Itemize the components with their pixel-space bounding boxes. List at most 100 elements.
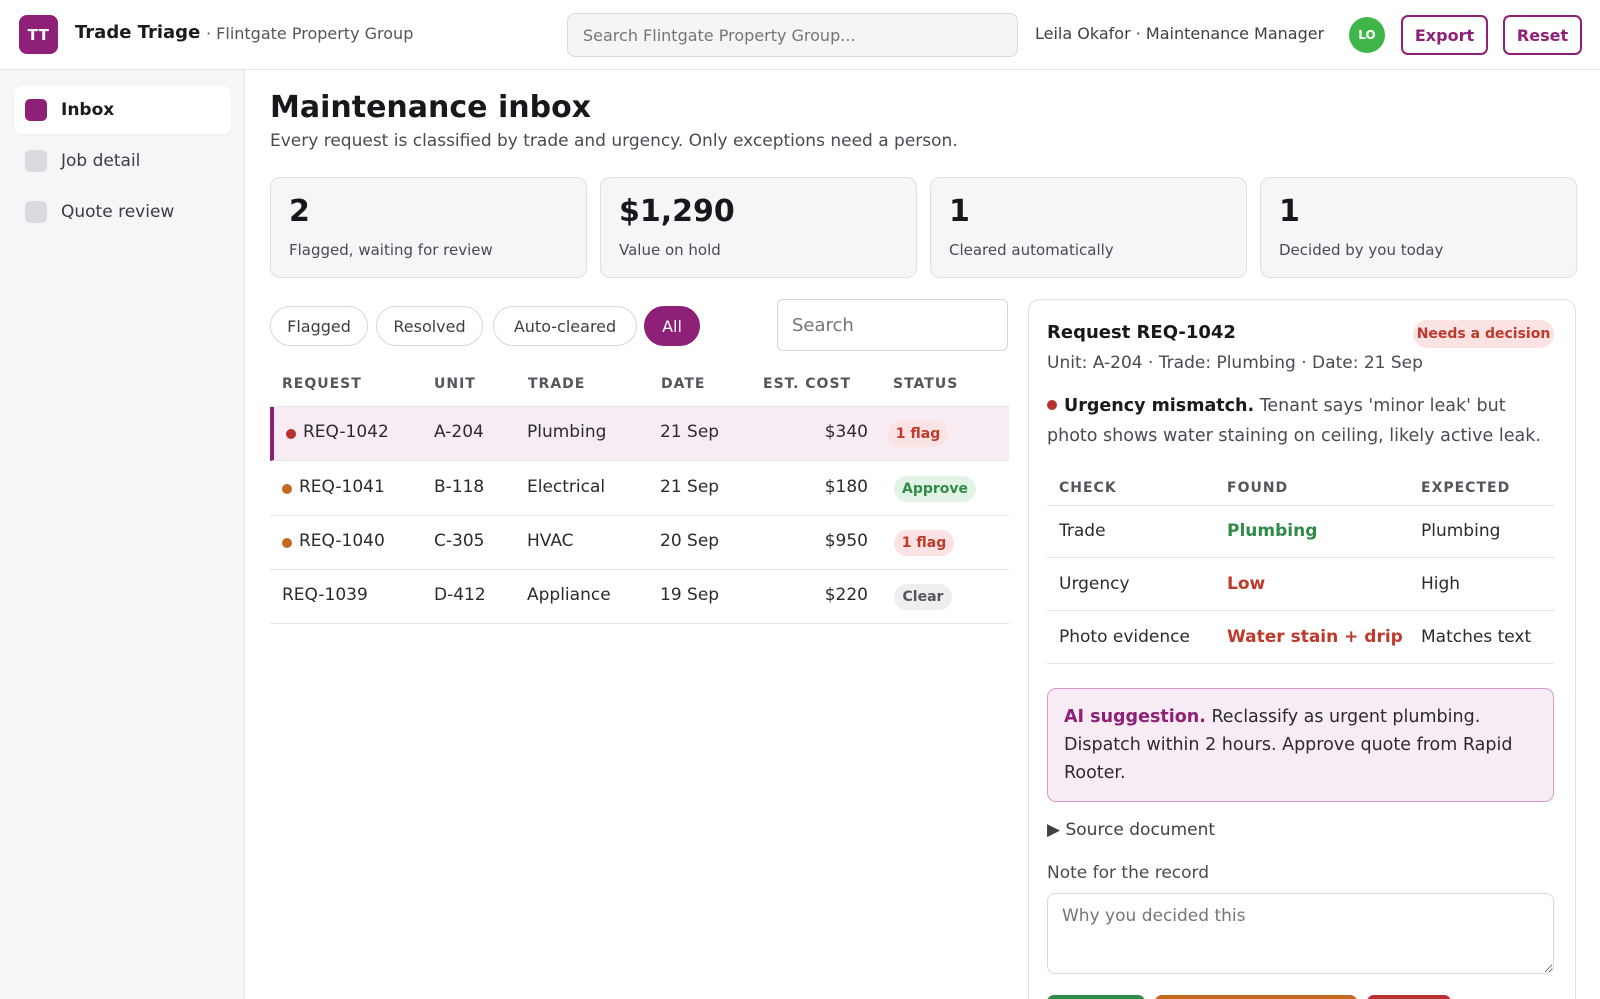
column-header-trade[interactable]: TRADE	[528, 376, 586, 392]
detail-meta: Unit: A-204 · Trade: Plumbing · Date: 21…	[1047, 353, 1423, 373]
stat-value: 2	[289, 194, 310, 229]
status-badge: 1 flag	[888, 421, 948, 447]
cell-trade: Appliance	[527, 585, 611, 605]
cell-trade: HVAC	[527, 531, 574, 551]
source-document-toggle[interactable]: ▶ Source document	[1047, 820, 1216, 840]
cell-date: 21 Sep	[660, 477, 720, 497]
table-row[interactable]: REQ-1040 C-305 HVAC 20 Sep $950 1 flag	[270, 516, 1009, 570]
status-badge: 1 flag	[894, 530, 954, 556]
app-logo[interactable]: TT	[19, 15, 58, 54]
stat-label: Decided by you today	[1279, 241, 1444, 259]
cell-request: REQ-1041	[299, 477, 385, 497]
check-row: Urgency Low High	[1047, 559, 1554, 611]
table-row[interactable]: REQ-1041 B-118 Electrical 21 Sep $180 Ap…	[270, 462, 1009, 516]
status-badge: Clear	[894, 584, 952, 610]
cell-date: 20 Sep	[660, 531, 720, 551]
ai-suggestion-text: Reclassify as urgent plumbing. Dispatch …	[1064, 707, 1513, 783]
cell-request: REQ-1040	[299, 531, 385, 551]
check-expected: High	[1421, 574, 1461, 594]
org-name: · Flintgate Property Group	[206, 24, 414, 43]
global-search-input[interactable]	[567, 13, 1018, 57]
check-name: Photo evidence	[1059, 627, 1190, 647]
alert-dot-icon	[1047, 400, 1057, 410]
stat-value: 1	[949, 194, 970, 229]
export-button[interactable]: Export	[1401, 15, 1488, 55]
check-row: Trade Plumbing Plumbing	[1047, 506, 1554, 558]
app-name: Trade Triage	[75, 22, 201, 43]
stat-value: 1	[1279, 194, 1300, 229]
sidebar-item-label: Quote review	[61, 202, 175, 222]
reclassify-action-button[interactable]	[1155, 995, 1357, 999]
column-header-status[interactable]: STATUS	[893, 376, 959, 392]
check-name: Urgency	[1059, 574, 1130, 594]
cell-request: REQ-1039	[282, 585, 368, 605]
check-expected: Plumbing	[1421, 521, 1501, 541]
status-badge: Needs a decision	[1413, 320, 1554, 348]
cell-unit: B-118	[434, 477, 485, 497]
column-header-request[interactable]: REQUEST	[282, 376, 362, 392]
approve-action-button[interactable]	[1047, 995, 1145, 999]
ai-suggestion-box: AI suggestion. Reclassify as urgent plum…	[1047, 688, 1554, 802]
status-badge: Approve	[894, 476, 976, 502]
status-dot	[286, 429, 296, 439]
column-header-est-cost[interactable]: EST. COST	[763, 376, 852, 392]
cell-unit: A-204	[434, 422, 484, 442]
column-header-date[interactable]: DATE	[661, 376, 706, 392]
filter-chip-all[interactable]: All	[644, 306, 700, 346]
stat-label: Cleared automatically	[949, 241, 1114, 259]
stat-card-cleared[interactable]: 1 Cleared automatically	[930, 177, 1247, 278]
cell-cost: $180	[824, 477, 868, 497]
reset-button[interactable]: Reset	[1503, 15, 1582, 55]
stat-value: $1,290	[619, 194, 735, 229]
stat-label: Flagged, waiting for review	[289, 241, 493, 259]
cell-cost: $340	[824, 422, 868, 442]
sidebar: Inbox Job detail Quote review	[0, 70, 245, 999]
cell-date: 21 Sep	[660, 422, 720, 442]
sidebar-item-inbox[interactable]: Inbox	[14, 86, 231, 134]
stat-card-flagged[interactable]: 2 Flagged, waiting for review	[270, 177, 587, 278]
filter-chip-auto-cleared[interactable]: Auto-cleared	[493, 306, 637, 346]
top-bar: TT Trade Triage · Flintgate Property Gro…	[0, 0, 1600, 70]
table-row[interactable]: REQ-1039 D-412 Appliance 19 Sep $220 Cle…	[270, 570, 1009, 624]
request-detail-panel: Request REQ-1042 Needs a decision Unit: …	[1028, 299, 1576, 999]
inbox-icon	[25, 99, 47, 121]
stat-card-value-on-hold[interactable]: $1,290 Value on hold	[600, 177, 917, 278]
alert-title: Urgency mismatch.	[1064, 396, 1255, 416]
check-row: Photo evidence Water stain + drip Matche…	[1047, 612, 1554, 664]
avatar[interactable]: LO	[1349, 17, 1385, 53]
sidebar-item-job-detail[interactable]: Job detail	[14, 137, 231, 185]
filter-chip-flagged[interactable]: Flagged	[270, 306, 368, 346]
table-search-input[interactable]	[777, 299, 1008, 351]
cell-trade: Electrical	[527, 477, 606, 497]
check-found: Water stain + drip	[1227, 627, 1403, 647]
cell-trade: Plumbing	[527, 422, 607, 442]
note-label: Note for the record	[1047, 863, 1210, 883]
cell-unit: D-412	[434, 585, 486, 605]
column-header-unit[interactable]: UNIT	[434, 376, 476, 392]
cell-cost: $950	[824, 531, 868, 551]
alert-text: Tenant says 'minor leak' but photo shows…	[1047, 396, 1541, 446]
sidebar-item-label: Job detail	[61, 151, 141, 171]
user-name-role: Leila Okafor · Maintenance Manager	[1035, 24, 1325, 43]
cell-cost: $220	[824, 585, 868, 605]
alert-message: Urgency mismatch. Tenant says 'minor lea…	[1047, 391, 1557, 451]
check-expected: Matches text	[1421, 627, 1532, 647]
checks-header-expected: EXPECTED	[1421, 480, 1511, 496]
sidebar-item-quote-review[interactable]: Quote review	[14, 188, 231, 236]
reject-action-button[interactable]	[1367, 995, 1451, 999]
check-found: Low	[1227, 574, 1266, 594]
page-title: Maintenance inbox	[270, 90, 592, 125]
page-subtitle: Every request is classified by trade and…	[270, 131, 958, 151]
table-row[interactable]: REQ-1042 A-204 Plumbing 21 Sep $340 1 fl…	[270, 407, 1009, 461]
filter-chip-resolved[interactable]: Resolved	[376, 306, 483, 346]
cell-date: 19 Sep	[660, 585, 720, 605]
note-textarea[interactable]	[1047, 893, 1554, 974]
ai-suggestion-title: AI suggestion.	[1064, 707, 1206, 727]
stat-card-decided[interactable]: 1 Decided by you today	[1260, 177, 1577, 278]
stat-label: Value on hold	[619, 241, 721, 259]
table-header-divider	[270, 406, 1009, 407]
cell-unit: C-305	[434, 531, 485, 551]
checks-header-divider	[1047, 505, 1554, 506]
detail-title: Request REQ-1042	[1047, 322, 1236, 343]
sidebar-item-label: Inbox	[61, 100, 115, 120]
